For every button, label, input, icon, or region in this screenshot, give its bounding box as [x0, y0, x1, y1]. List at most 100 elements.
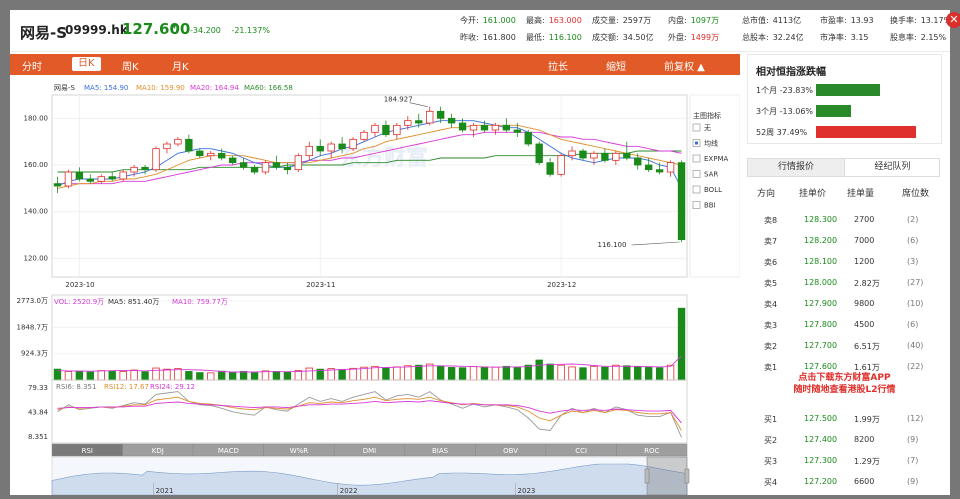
- indicator-tab-label[interactable]: W%R: [290, 447, 309, 455]
- candle: [207, 151, 215, 161]
- quote-value: 32.24亿: [772, 33, 804, 42]
- quote-item: 总股本: 32.24亿: [742, 32, 804, 43]
- candle: [382, 120, 390, 137]
- indicator-tab-label[interactable]: KDJ: [152, 447, 164, 455]
- quote-item: 换手率: 13.17%: [890, 15, 951, 26]
- kline-chart[interactable]: 180.00 160.00 140.00 120.00 2023-10 2023-11 20…: [10, 75, 741, 496]
- candle: [469, 123, 478, 137]
- volume-bar: [86, 371, 95, 381]
- candle-body: [601, 152, 609, 161]
- promo-line-1[interactable]: 点击下载东方财富APP: [798, 373, 891, 383]
- order-price: 127.500: [804, 414, 838, 423]
- quote-value: 163.000: [548, 16, 582, 25]
- indicator-checkbox[interactable]: [692, 201, 701, 209]
- quote-value: 34.50亿: [622, 33, 654, 42]
- indicator-option[interactable]: BOLL: [704, 186, 722, 194]
- candle: [185, 134, 193, 154]
- candle: [152, 146, 160, 172]
- candle-body: [634, 157, 642, 166]
- quote-value: 13.93: [850, 16, 874, 25]
- order-seats: (9): [907, 435, 919, 444]
- volume-bar: [338, 369, 346, 381]
- volume-bar: [677, 307, 686, 381]
- price-tick: 160.00: [24, 161, 49, 169]
- candle-body: [97, 176, 105, 182]
- indicator-checkbox[interactable]: [692, 185, 701, 194]
- order-seats: (12): [907, 414, 924, 423]
- indicator-tab-label[interactable]: RSI: [82, 447, 93, 455]
- indicator-option[interactable]: BBI: [704, 202, 716, 210]
- volume-legend-item: MA5: 851.40万: [108, 298, 159, 306]
- candle: [535, 141, 543, 165]
- period-tab[interactable]: 分时: [22, 62, 42, 73]
- quote-item: 成交额: 34.50亿: [592, 32, 654, 43]
- indicator-tab-label[interactable]: OBV: [503, 447, 518, 455]
- candle: [393, 123, 401, 140]
- range-handle-right[interactable]: [684, 468, 690, 484]
- stock-header: 网易-S 09999.hk 127.600 ▾ -34.200 -21.137%…: [10, 10, 951, 52]
- indicator-option[interactable]: 无: [704, 124, 711, 132]
- change-percent: -21.137%: [231, 26, 270, 35]
- candle-body: [524, 131, 532, 145]
- zoom-in-button[interactable]: 缩短: [606, 62, 626, 73]
- indicator-tab-label[interactable]: CCI: [575, 447, 587, 455]
- indicator-option[interactable]: SAR: [704, 171, 718, 179]
- rsi-tick: 8.351: [28, 433, 48, 441]
- relative-title: 相对恒指涨跌幅: [756, 67, 826, 78]
- candle-body: [64, 171, 73, 187]
- quote-label: 市盈率:: [820, 16, 847, 25]
- candle-body: [458, 122, 467, 131]
- overview-selection[interactable]: [646, 456, 688, 496]
- candle: [426, 106, 434, 126]
- indicator-tab[interactable]: [616, 443, 688, 457]
- candle: [436, 106, 445, 123]
- candle-body: [590, 152, 598, 159]
- quote-value: 4113亿: [772, 16, 802, 25]
- promo-line-2[interactable]: 随时随地查看港股L2行情: [793, 385, 896, 395]
- period-tab[interactable]: 日K: [72, 57, 101, 71]
- candle: [228, 155, 237, 165]
- quote-value: 2.15%: [920, 33, 947, 42]
- range-handle-left[interactable]: [644, 468, 650, 484]
- promo-text[interactable]: 点击下载东方财富APP 随时随地查看港股L2行情: [747, 372, 942, 396]
- indicator-tab-label[interactable]: DMI: [363, 447, 377, 455]
- candle-body: [513, 129, 521, 133]
- price-tick: 120.00: [24, 254, 49, 262]
- volume-bar: [97, 370, 105, 381]
- order-price: 127.900: [804, 299, 838, 308]
- candle-body: [207, 152, 215, 157]
- volume-bar: [436, 365, 445, 381]
- zoom-out-button[interactable]: 拉长: [548, 62, 568, 73]
- indicator-option[interactable]: 均线: [704, 139, 718, 148]
- candle: [239, 158, 248, 170]
- indicator-option[interactable]: EXPMA: [704, 155, 728, 163]
- candle-body: [426, 110, 434, 124]
- volume-bar: [480, 366, 489, 381]
- tab-broker-queue[interactable]: 经纪队列: [844, 159, 940, 176]
- period-tab[interactable]: 月K: [172, 62, 189, 73]
- rsi24-line: [57, 400, 682, 424]
- candle-body: [218, 152, 226, 159]
- candle-body: [568, 150, 576, 157]
- indicator-tab-label[interactable]: ROC: [644, 447, 659, 455]
- volume-bar: [404, 365, 412, 381]
- candle-body: [327, 143, 335, 152]
- candle: [53, 176, 62, 193]
- order-book-row: 买3 127.300 1.29万 (7): [747, 456, 942, 470]
- indicator-checkbox[interactable]: [692, 170, 701, 178]
- close-button[interactable]: ✕: [946, 12, 960, 28]
- rsi-tick: 43.84: [28, 409, 49, 417]
- ma-legend-item: 网易-S: [54, 84, 76, 92]
- candle: [590, 151, 598, 165]
- indicator-tab-label[interactable]: MACD: [218, 447, 239, 455]
- volume-bar: [513, 367, 521, 381]
- tab-quotes[interactable]: 行情报价: [748, 159, 844, 176]
- indicator-checkbox[interactable]: [692, 123, 701, 132]
- indicator-tab-label[interactable]: BIAS: [432, 447, 449, 455]
- candle-body: [294, 155, 303, 171]
- order-side: 买3: [764, 457, 778, 466]
- overview-area: [51, 463, 688, 496]
- adjust-dropdown[interactable]: 前复权 ▲: [664, 62, 705, 73]
- period-tab[interactable]: 周K: [122, 62, 139, 73]
- indicator-checkbox[interactable]: [692, 154, 701, 163]
